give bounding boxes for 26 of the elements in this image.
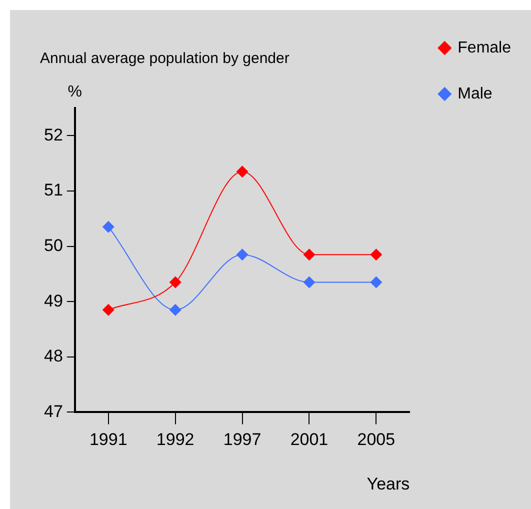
y-tick-label: 49 [44, 291, 63, 310]
x-tick-label: 1991 [89, 430, 128, 450]
legend-label: Female [458, 39, 512, 56]
chart-title: Annual average population by gender [40, 50, 290, 68]
y-tick-label: 48 [44, 346, 63, 366]
point [102, 304, 114, 316]
point [370, 248, 382, 261]
point [370, 276, 382, 288]
x-tick-label: 2001 [290, 430, 328, 450]
y-tick-label: 50 [44, 236, 63, 255]
point [236, 248, 248, 261]
x-tick-label: 1992 [156, 430, 194, 450]
y-tick-label: 51 [44, 180, 63, 200]
point [169, 304, 182, 316]
point [236, 166, 248, 178]
y-axis-title: % [68, 83, 82, 100]
point [102, 220, 114, 233]
x-tick-label: 1997 [223, 430, 262, 450]
x-tick-label: 2005 [357, 430, 396, 450]
x-axis-title: Years [366, 474, 410, 494]
legend-label: Male [458, 85, 492, 102]
y-tick-label: 52 [44, 125, 63, 144]
point [169, 276, 182, 288]
point [303, 276, 316, 288]
point [303, 248, 316, 261]
y-tick-label: 47 [44, 402, 63, 421]
